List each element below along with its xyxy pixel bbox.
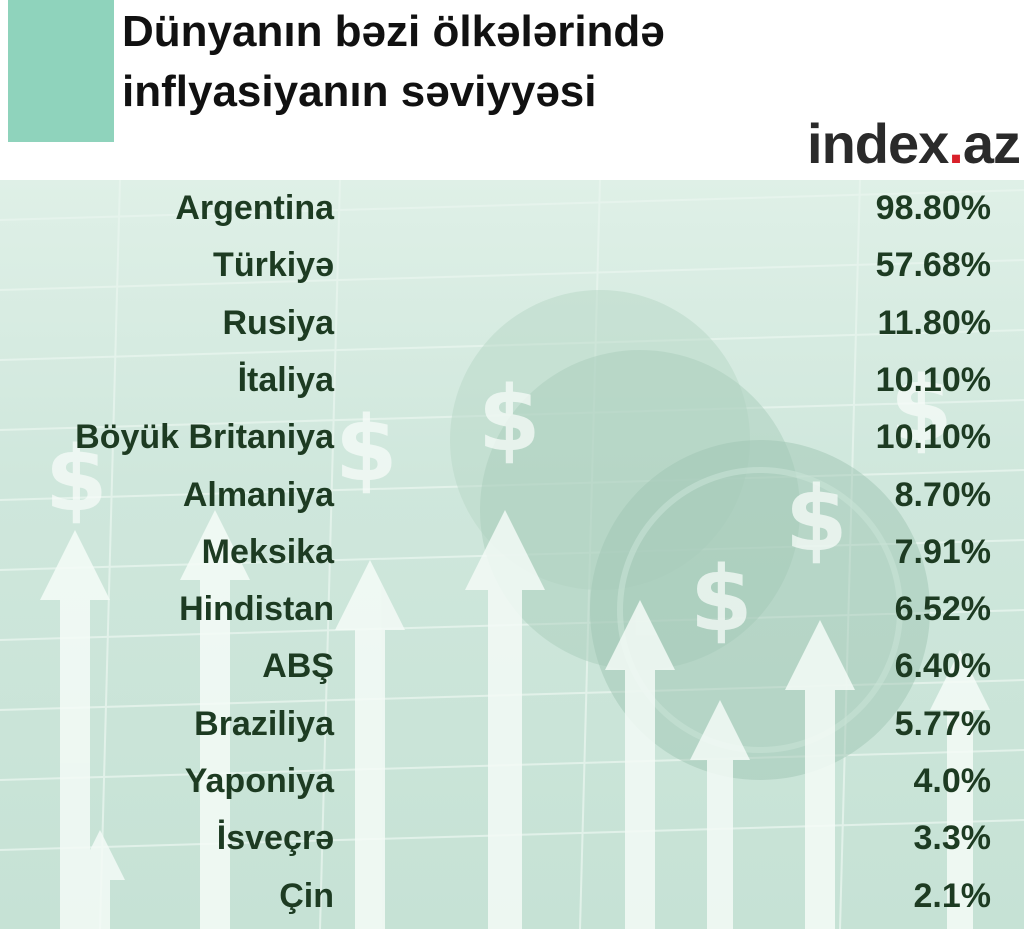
inflation-value: 57.68%: [875, 246, 991, 285]
country-name: Rusiya: [222, 303, 335, 342]
inflation-value: 5.77%: [894, 704, 991, 743]
inflation-value: 2.1%: [913, 876, 992, 915]
inflation-value: 6.40%: [894, 647, 991, 686]
table-row: Almaniya 8.70%: [0, 467, 1024, 523]
country-name: Braziliya: [194, 704, 334, 743]
table-row: Hindistan 6.52%: [0, 581, 1024, 637]
table-row: Böyük Britaniya 10.10%: [0, 409, 1024, 465]
inflation-value: 8.70%: [894, 475, 991, 514]
table-row: Rusiya 11.80%: [0, 295, 1024, 351]
table-row: Çin 2.1%: [0, 868, 1024, 924]
table-row: Meksika 7.91%: [0, 524, 1024, 580]
country-name: İtaliya: [237, 360, 334, 399]
title-line-2: inflyasiyanın səviyyəsi: [122, 67, 597, 116]
inflation-value: 11.80%: [877, 303, 991, 342]
country-name: Türkiyə: [213, 246, 334, 285]
svg-text:$: $: [890, 357, 953, 462]
title-line-1: Dünyanın bəzi ölkələrində: [122, 7, 665, 56]
table-row: İtaliya 10.10%: [0, 352, 1024, 408]
inflation-value: 10.10%: [875, 418, 991, 457]
table-row: ABŞ 6.40%: [0, 638, 1024, 694]
inflation-value: 7.91%: [894, 532, 991, 571]
index-az-logo: index.az: [807, 112, 1021, 176]
logo-dot: .: [948, 112, 964, 175]
table-row: Braziliya 5.77%: [0, 696, 1024, 752]
country-name: Yaponiya: [184, 762, 334, 800]
svg-text:$: $: [45, 427, 108, 532]
logo-text-tail: az: [962, 112, 1021, 175]
table-row: Türkiyə 57.68%: [0, 237, 1024, 293]
country-name: Almaniya: [182, 475, 334, 514]
inflation-value: 98.80%: [875, 189, 991, 227]
page-title: Dünyanın bəzi ölkələrində inflyasiyanın …: [122, 2, 762, 122]
inflation-value: 3.3%: [913, 819, 992, 858]
accent-block: [8, 0, 114, 142]
table-row: Yaponiya 4.0%: [0, 753, 1024, 809]
country-name: ABŞ: [262, 647, 334, 686]
background-illustration: $ $ $ $ $ $: [0, 180, 1024, 929]
country-name: Böyük Britaniya: [75, 418, 334, 457]
inflation-value: 4.0%: [913, 762, 992, 800]
country-name: Çin: [279, 876, 334, 915]
svg-text:$: $: [478, 367, 541, 472]
table-row: Argentina 98.80%: [0, 180, 1024, 236]
inflation-value: 10.10%: [875, 360, 991, 399]
svg-text:$: $: [785, 467, 848, 572]
table-row: İsveçrə 3.3%: [0, 810, 1024, 866]
country-name: Meksika: [201, 532, 334, 571]
country-name: İsveçrə: [216, 819, 334, 858]
inflation-value: 6.52%: [894, 590, 991, 629]
finance-background-art: $ $ $ $ $ $: [0, 180, 1024, 929]
svg-text:$: $: [690, 547, 753, 652]
country-name: Argentina: [175, 189, 334, 227]
logo-text-main: index: [807, 112, 949, 175]
svg-text:$: $: [335, 397, 398, 502]
country-name: Hindistan: [179, 590, 334, 629]
